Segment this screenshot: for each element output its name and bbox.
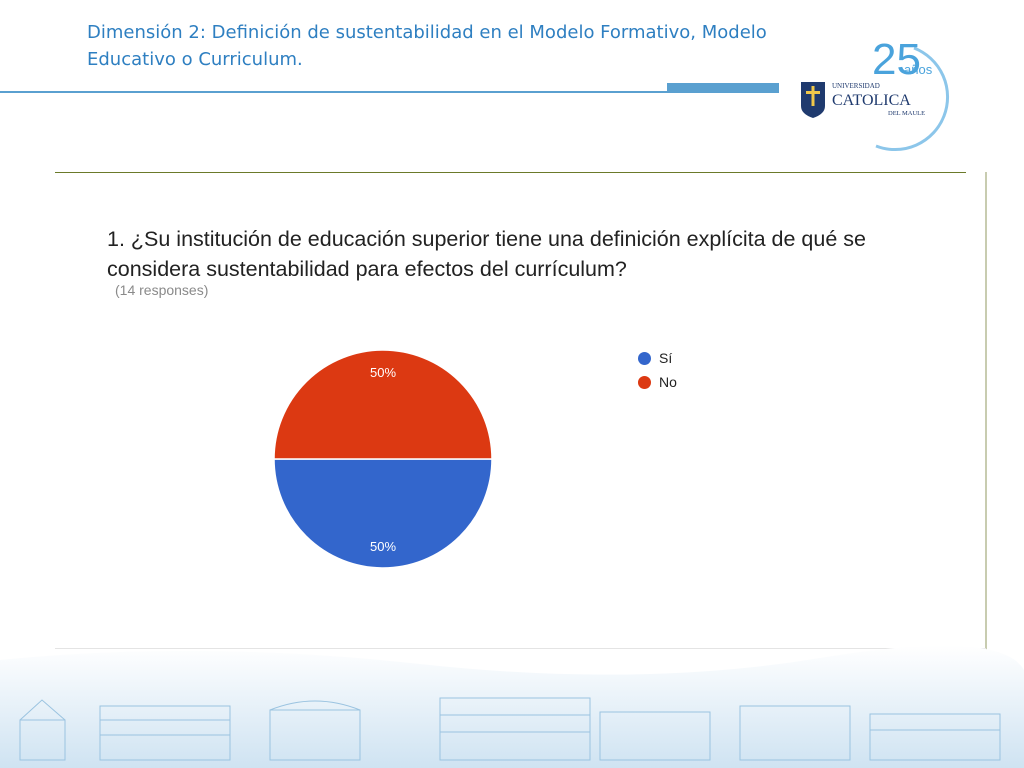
legend-item: Sí xyxy=(638,346,677,370)
logo-line-catolica: CATOLICA xyxy=(832,92,911,109)
header-divider xyxy=(0,91,667,93)
logo-line-maule: DEL MAULE xyxy=(888,110,925,117)
anniversary-arc xyxy=(875,46,950,152)
anniversary-word: años xyxy=(904,62,933,77)
anniversary-number: 25 xyxy=(872,35,921,84)
chart-subtitle: (14 responses) xyxy=(115,282,209,298)
legend-swatch xyxy=(638,375,651,389)
campus-buildings-illustration xyxy=(0,645,1024,768)
pie-chart: 50% 50% xyxy=(273,349,493,569)
chart-legend: Sí No xyxy=(638,346,677,394)
legend-item: No xyxy=(638,370,677,394)
logo-line-universidad: UNIVERSIDAD xyxy=(832,82,880,90)
legend-swatch xyxy=(638,351,651,365)
legend-label: No xyxy=(659,374,677,390)
shield-icon xyxy=(801,82,825,118)
chart-title: 1. ¿Su institución de educación superior… xyxy=(107,227,866,281)
chart-frame-top-border xyxy=(55,172,966,173)
slide-title: Dimensión 2: Definición de sustentabilid… xyxy=(87,22,767,70)
university-logo: 25 años UNIVERSIDAD CATOLICA DEL MAULE xyxy=(801,35,950,152)
pie-slice-s- xyxy=(273,458,493,569)
chart-frame-right-border xyxy=(985,172,987,650)
pie-data-label: 50% xyxy=(370,365,396,380)
header-accent-bar xyxy=(667,83,779,93)
pie-slice-no xyxy=(273,349,493,460)
chart-frame-bottom-border xyxy=(55,648,986,649)
legend-label: Sí xyxy=(659,350,673,366)
pie-data-label: 50% xyxy=(370,539,396,554)
